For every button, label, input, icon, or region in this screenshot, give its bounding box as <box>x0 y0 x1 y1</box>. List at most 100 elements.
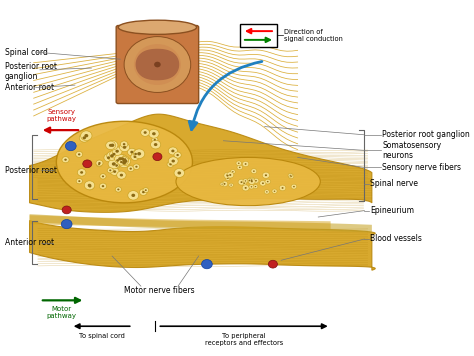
Circle shape <box>128 166 134 172</box>
Circle shape <box>118 157 122 161</box>
Circle shape <box>134 156 137 158</box>
Circle shape <box>108 159 119 169</box>
Circle shape <box>78 180 81 182</box>
Circle shape <box>221 181 228 187</box>
Circle shape <box>115 154 126 163</box>
Circle shape <box>89 185 91 188</box>
Circle shape <box>143 188 149 193</box>
Circle shape <box>106 141 116 150</box>
Circle shape <box>112 147 122 156</box>
Circle shape <box>110 154 114 157</box>
Ellipse shape <box>118 20 197 35</box>
Polygon shape <box>29 114 372 212</box>
Circle shape <box>135 166 137 168</box>
Text: Motor
pathway: Motor pathway <box>47 306 77 319</box>
Circle shape <box>153 153 162 161</box>
Circle shape <box>79 134 89 142</box>
Circle shape <box>120 161 123 163</box>
Circle shape <box>172 159 175 162</box>
Circle shape <box>116 164 118 166</box>
Circle shape <box>81 131 92 141</box>
Circle shape <box>282 187 283 189</box>
Circle shape <box>78 153 81 156</box>
Circle shape <box>260 180 266 186</box>
Circle shape <box>107 141 118 150</box>
Circle shape <box>102 176 104 177</box>
Circle shape <box>249 180 250 181</box>
Circle shape <box>134 153 137 155</box>
Circle shape <box>120 141 128 147</box>
Ellipse shape <box>56 121 192 203</box>
Circle shape <box>121 157 124 160</box>
Circle shape <box>107 156 110 159</box>
Circle shape <box>122 161 126 164</box>
Circle shape <box>132 151 139 157</box>
Text: Spinal cord: Spinal cord <box>5 48 48 57</box>
Circle shape <box>117 171 126 179</box>
Circle shape <box>224 183 226 185</box>
Circle shape <box>62 206 71 214</box>
Circle shape <box>102 185 104 187</box>
Circle shape <box>226 177 230 180</box>
Circle shape <box>248 177 255 183</box>
Circle shape <box>253 178 259 183</box>
Circle shape <box>243 183 245 184</box>
Circle shape <box>112 153 116 156</box>
Circle shape <box>248 178 255 184</box>
Circle shape <box>265 179 271 184</box>
Circle shape <box>118 158 130 168</box>
Circle shape <box>109 150 118 158</box>
Circle shape <box>118 159 125 165</box>
Circle shape <box>239 167 241 168</box>
Circle shape <box>129 168 132 170</box>
Text: Posterior root ganglion: Posterior root ganglion <box>382 130 470 139</box>
Circle shape <box>174 168 184 178</box>
Circle shape <box>88 163 90 165</box>
Circle shape <box>154 143 157 146</box>
Bar <box>240 24 277 47</box>
Circle shape <box>221 184 223 185</box>
Circle shape <box>253 171 255 172</box>
Circle shape <box>242 185 249 191</box>
Circle shape <box>144 131 147 134</box>
Circle shape <box>245 187 247 189</box>
Text: Anterior root: Anterior root <box>5 238 54 247</box>
Circle shape <box>117 189 119 190</box>
Circle shape <box>169 163 172 166</box>
Text: Direction of
signal conduction: Direction of signal conduction <box>284 28 343 42</box>
Circle shape <box>115 150 119 153</box>
Circle shape <box>151 140 161 149</box>
Circle shape <box>84 134 88 137</box>
Circle shape <box>76 178 82 184</box>
Circle shape <box>131 153 139 160</box>
Circle shape <box>128 190 139 200</box>
Circle shape <box>243 179 248 183</box>
Circle shape <box>100 174 106 179</box>
Circle shape <box>152 137 158 142</box>
Circle shape <box>238 179 245 185</box>
Text: Somatosensory
neurons: Somatosensory neurons <box>382 141 441 160</box>
Circle shape <box>262 182 264 184</box>
Circle shape <box>110 143 114 147</box>
Text: To spinal cord: To spinal cord <box>79 333 125 339</box>
Circle shape <box>142 191 145 193</box>
Circle shape <box>255 180 257 182</box>
Circle shape <box>168 147 177 155</box>
Circle shape <box>253 184 258 189</box>
Circle shape <box>288 174 294 179</box>
Polygon shape <box>29 215 331 229</box>
Circle shape <box>139 189 147 195</box>
Circle shape <box>96 160 103 166</box>
Circle shape <box>154 62 161 67</box>
Circle shape <box>133 164 140 169</box>
Circle shape <box>62 157 69 163</box>
Circle shape <box>154 139 156 141</box>
Circle shape <box>80 171 83 174</box>
Circle shape <box>240 181 243 183</box>
Text: Epineurium: Epineurium <box>370 206 414 215</box>
Text: Posterior root: Posterior root <box>5 166 57 175</box>
Text: Anterior root: Anterior root <box>5 83 54 92</box>
Circle shape <box>227 178 228 179</box>
Circle shape <box>237 165 243 170</box>
Circle shape <box>227 172 234 178</box>
